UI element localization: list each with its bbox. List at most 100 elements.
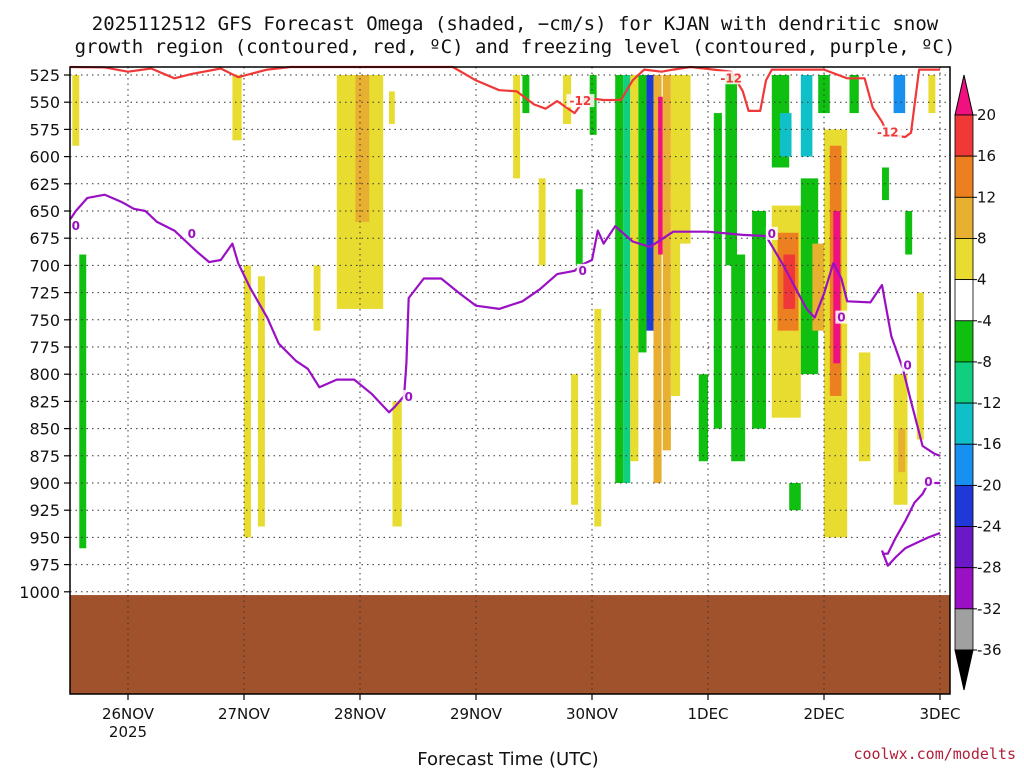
- colorbar-bottom-arrow: [954, 649, 974, 691]
- y-tick-label-17: 950: [29, 528, 60, 547]
- colorbar-label-5: -4: [977, 312, 992, 330]
- contour-label-0-3: 0: [579, 264, 587, 278]
- x-tick-label-5: 1DEC: [687, 705, 728, 723]
- omega-cell-24: [658, 96, 663, 255]
- contour-labels: 0 0 0 0 0 0 0 0 -12 -12 -12: [69, 71, 935, 489]
- colorbar-seg-8: [954, 443, 974, 486]
- y-tick-label-0: 525: [29, 66, 60, 85]
- y-tick-label-3: 600: [29, 148, 60, 167]
- x-tick-label-1: 27NOV: [218, 705, 271, 723]
- colorbar-top-arrow: [954, 74, 974, 116]
- colorbar-seg-0: [954, 114, 974, 157]
- omega-cell-21: [638, 75, 647, 353]
- y-tick-label-7: 700: [29, 256, 60, 275]
- y-tick-label-11: 800: [29, 365, 60, 384]
- colorbar-label-8: -16: [977, 435, 1002, 453]
- contour-label-bg-0-5: [835, 310, 848, 324]
- contour-label-bg-0-6: [901, 358, 914, 372]
- colorbar-label-0: 20: [977, 106, 996, 124]
- colorbar-seg-2: [954, 196, 974, 239]
- omega-cell-25: [662, 75, 671, 451]
- colorbar-label-11: -28: [977, 559, 1002, 577]
- contour-label-bg-0-2: [402, 390, 415, 404]
- y-tick-label-15: 900: [29, 474, 60, 493]
- colorbar-label-3: 8: [977, 229, 987, 247]
- omega-cell-49: [893, 75, 906, 114]
- contour-label-bg-0-0: [69, 219, 82, 233]
- x-tick-label-6: 2DEC: [803, 705, 844, 723]
- x-tick-label-7: 3DEC: [919, 705, 960, 723]
- contour-label-0-2: 0: [405, 390, 413, 404]
- y-tick-label-5: 650: [29, 202, 60, 221]
- colorbar-seg-4: [954, 279, 974, 322]
- omega-cell-34: [779, 113, 792, 157]
- omega-cell-47: [858, 352, 871, 462]
- grid: [70, 67, 950, 694]
- y-tick-label-4: 625: [29, 175, 60, 194]
- y-tick-label-14: 875: [29, 447, 60, 466]
- omega-cell-41: [812, 243, 824, 331]
- omega-cell-32: [752, 211, 766, 429]
- contour-label-bg-3-0: [566, 94, 595, 108]
- contour-label-0-0: 0: [72, 219, 80, 233]
- omega-cell-29: [713, 113, 722, 429]
- omega-cell-37: [783, 254, 795, 309]
- omega-cell-30: [725, 75, 737, 266]
- contour-label-0-4: 0: [768, 227, 776, 241]
- contour-label-bg-0-4: [765, 226, 778, 240]
- omega-cell-20: [630, 75, 639, 462]
- omega-cell-53: [916, 292, 924, 440]
- omega-cell-12: [538, 178, 546, 266]
- colorbar-label-1: 16: [977, 147, 996, 165]
- contour-label-3-0: -12: [570, 94, 592, 108]
- contour-label-bg-3-1: [717, 71, 746, 85]
- omega-cell-0: [72, 75, 80, 146]
- colorbar-label-13: -36: [977, 641, 1002, 659]
- colorbar-label-7: -12: [977, 394, 1002, 412]
- omega-cell-18: [615, 75, 624, 483]
- contour-label-0-1: 0: [188, 227, 196, 241]
- omega-cell-27: [679, 75, 691, 244]
- omega-cell-42: [818, 75, 830, 114]
- omega-cell-4: [257, 276, 265, 527]
- omega-shading: [72, 75, 936, 549]
- contour-label-3-1: -12: [720, 71, 742, 85]
- omega-cell-5: [313, 265, 321, 331]
- omega-cell-31: [731, 254, 746, 462]
- omega-cell-26: [670, 75, 681, 396]
- y-tick-label-10: 775: [29, 338, 60, 357]
- contour-label-bg-0-1: [185, 226, 198, 240]
- omega-cell-22: [646, 75, 654, 331]
- omega-cell-11: [522, 75, 530, 114]
- omega-cell-46: [849, 75, 859, 114]
- colorbar-seg-6: [954, 361, 974, 404]
- plot-frame: [69, 66, 951, 695]
- y-tick-label-19: 1000: [19, 583, 60, 602]
- omega-cell-51: [898, 428, 906, 473]
- colorbar-seg-12: [954, 608, 974, 651]
- omega-cell-17: [594, 308, 602, 527]
- contour-label-0-7: 0: [924, 475, 932, 489]
- terrain-rect: [70, 595, 950, 694]
- y-axis-ticks: 525 550 575 600 625 650 675 700 725 750 775 800 825 8…: [19, 66, 70, 602]
- omega-cell-28: [698, 374, 708, 462]
- y-tick-label-13: 850: [29, 420, 60, 439]
- omega-cell-10: [513, 75, 521, 179]
- omega-cell-38: [789, 483, 801, 511]
- colorbar: 20 16 12 8 4 -4 -8 -12 -16 -20 -24 -28 -32 -36: [954, 74, 1002, 691]
- y-tick-label-6: 675: [29, 229, 60, 248]
- omega-cell-9: [392, 401, 402, 527]
- x-tick-label-0: 26NOV: [102, 705, 155, 723]
- colorbar-label-6: -8: [977, 353, 992, 371]
- omega-cell-7: [355, 75, 370, 222]
- omega-cell-45: [833, 211, 841, 364]
- chart-title-line-2: growth region (contoured, red, ºC) and f…: [75, 36, 956, 58]
- y-tick-label-1: 550: [29, 93, 60, 112]
- terrain-fill: [70, 595, 950, 694]
- contour-line-1: [882, 481, 940, 555]
- colorbar-label-9: -20: [977, 476, 1002, 494]
- chart-title-line-1: 2025112512 GFS Forecast Omega (shaded, −…: [92, 13, 939, 35]
- omega-cell-15: [575, 189, 583, 266]
